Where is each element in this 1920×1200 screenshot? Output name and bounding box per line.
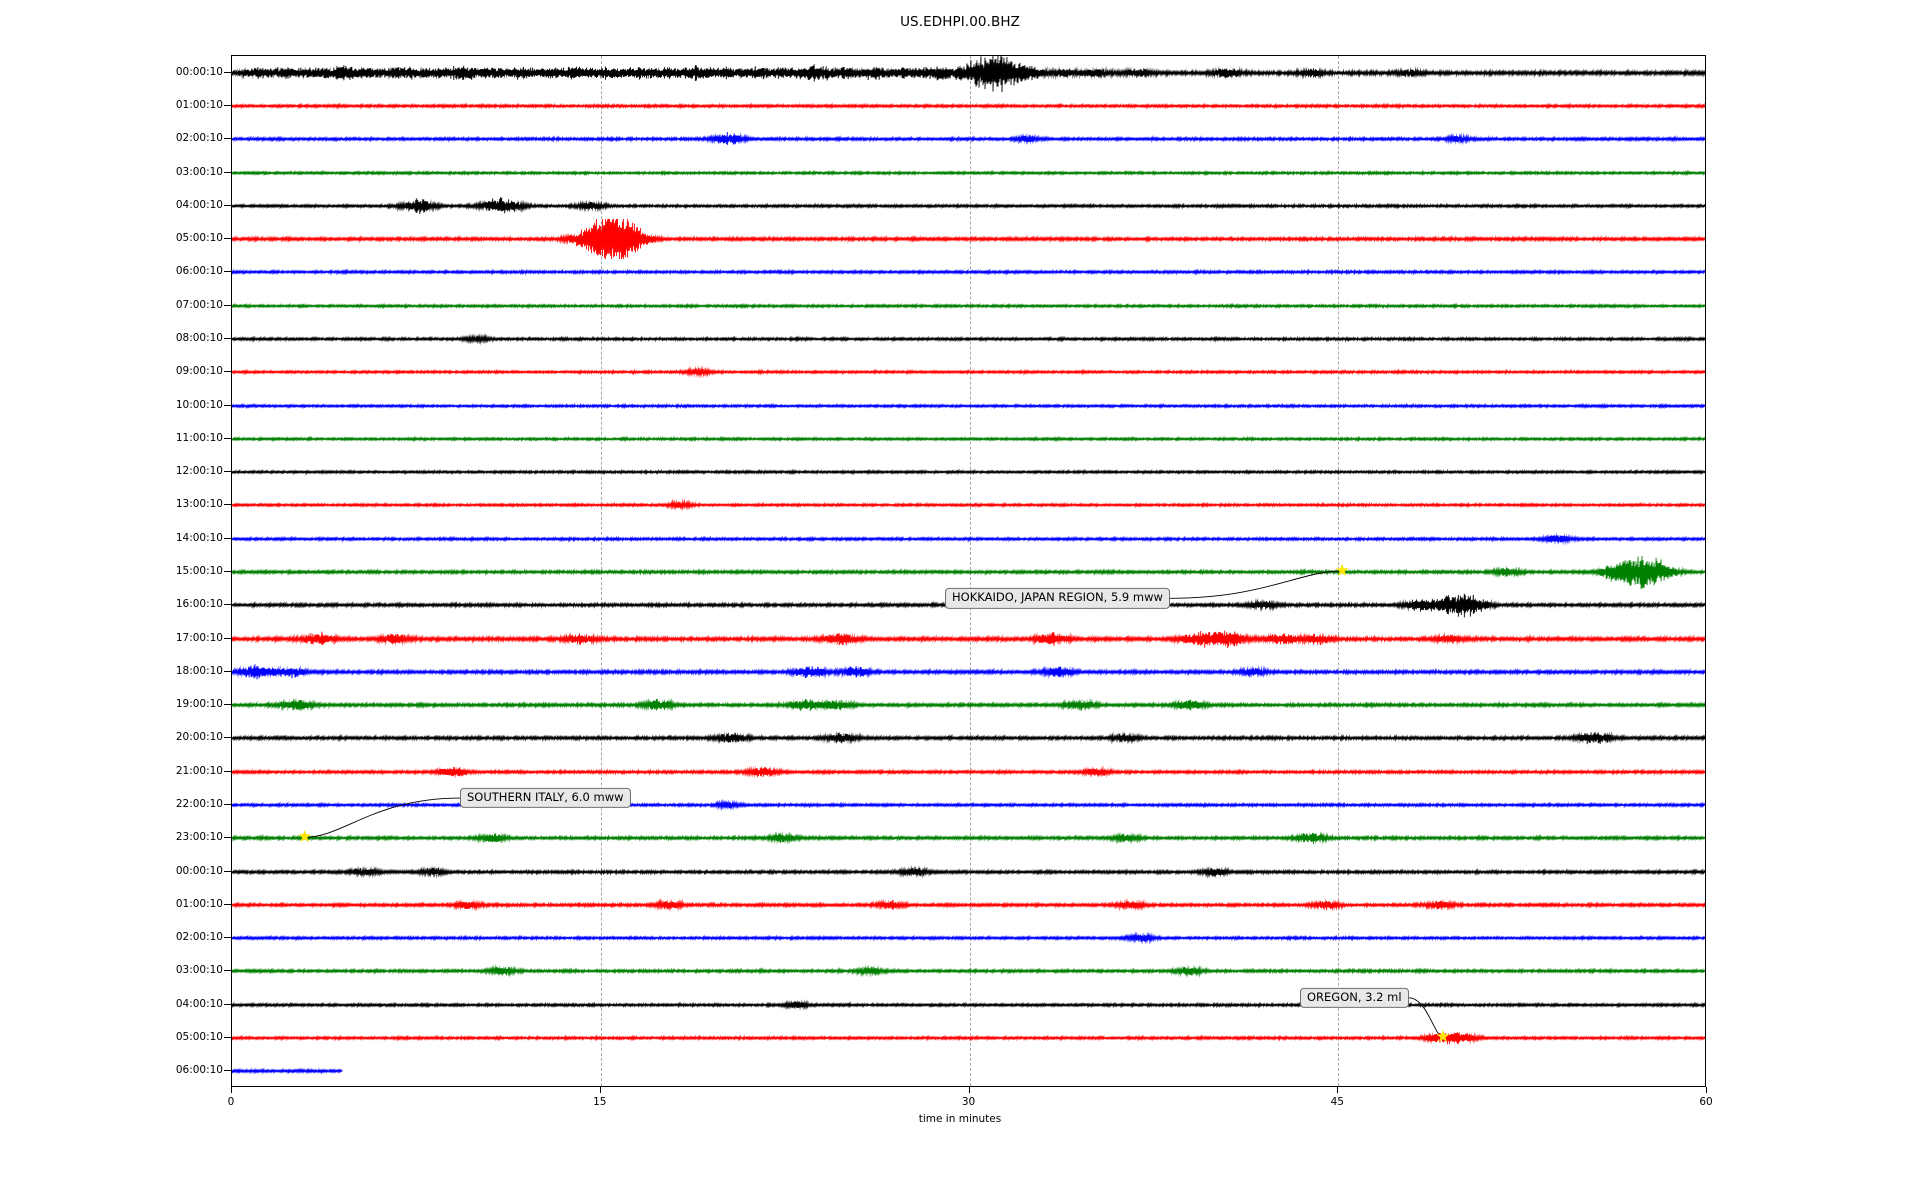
y-axis-tick-label: 03:00:10 [175, 165, 223, 178]
y-axis-tick-label: 07:00:10 [175, 298, 223, 311]
y-axis-tick-mark [224, 770, 231, 772]
y-axis-tick-mark [224, 371, 231, 373]
y-axis-tick-mark [224, 670, 231, 672]
y-axis-tick-mark [224, 537, 231, 539]
y-axis-tick-mark [224, 104, 231, 106]
y-axis-tick-mark [224, 970, 231, 972]
y-axis-tick-mark [224, 837, 231, 839]
y-axis-tick-label: 05:00:10 [175, 1031, 223, 1044]
y-axis-tick-mark [224, 604, 231, 606]
x-axis-title: time in minutes [918, 1113, 1002, 1125]
x-axis-tick-label: 0 [227, 1096, 235, 1108]
y-axis-tick-mark [224, 704, 231, 706]
y-axis-tick-mark [224, 1037, 231, 1039]
page-title: US.EDHPI.00.BHZ [900, 14, 1020, 30]
y-axis-tick-label: 16:00:10 [175, 598, 223, 611]
x-axis-tick-mark [599, 1087, 601, 1093]
y-axis-tick-label: 15:00:10 [175, 565, 223, 577]
y-axis-tick-label: 05:00:10 [175, 232, 223, 245]
y-axis-tick-label: 02:00:10 [175, 931, 223, 944]
y-axis-tick-mark [224, 238, 231, 240]
y-axis-tick-mark [224, 737, 231, 739]
y-axis-tick-label: 18:00:10 [175, 664, 223, 677]
y-axis-tick-label: 19:00:10 [175, 698, 223, 711]
y-axis-tick-label: 13:00:10 [175, 498, 223, 511]
trace-waveform [232, 1051, 1705, 1086]
y-axis-tick-mark [224, 304, 231, 306]
y-axis-tick-label: 12:00:10 [175, 465, 223, 478]
y-axis-tick-label: 02:00:10 [175, 132, 223, 145]
x-axis-tick-label: 15 [593, 1096, 607, 1108]
y-axis-tick-mark [224, 870, 231, 872]
event-annotation-label[interactable]: SOUTHERN ITALY, 6.0 mww [460, 787, 631, 809]
y-axis-tick-mark [224, 471, 231, 473]
y-axis-tick-label: 03:00:10 [175, 964, 223, 977]
x-axis-tick-label: 60 [1699, 1096, 1713, 1108]
y-axis-tick-label: 00:00:10 [175, 65, 223, 78]
event-annotation-label[interactable]: OREGON, 3.2 ml [1300, 987, 1409, 1008]
x-axis-tick-mark [1337, 1087, 1339, 1093]
y-axis-tick-label: 06:00:10 [175, 265, 223, 278]
y-axis-tick-mark [224, 1003, 231, 1005]
y-axis-tick-label: 00:00:10 [175, 864, 223, 877]
y-axis-tick-mark [224, 637, 231, 639]
y-axis-tick-label: 17:00:10 [175, 631, 223, 644]
y-axis-tick-label: 01:00:10 [175, 897, 223, 910]
y-axis-tick-mark [224, 404, 231, 406]
y-axis-tick-mark [224, 804, 231, 806]
event-annotation-label[interactable]: HOKKAIDO, JAPAN REGION, 5.9 mww [945, 588, 1170, 609]
y-axis-tick-label: 08:00:10 [175, 331, 223, 344]
y-axis-tick-mark [224, 204, 231, 206]
y-axis-tick-label: 04:00:10 [175, 997, 223, 1010]
y-axis-tick-label: 09:00:10 [175, 365, 223, 378]
y-axis-tick-label: 20:00:10 [175, 731, 223, 744]
y-axis-tick-label: 14:00:10 [175, 531, 223, 544]
y-axis-tick-mark [224, 138, 231, 140]
y-axis-tick-mark [224, 437, 231, 439]
y-axis-tick-label: 06:00:10 [175, 1064, 223, 1077]
y-axis-tick-label: 10:00:10 [175, 398, 223, 411]
y-axis-tick-label: 11:00:10 [175, 431, 223, 444]
y-axis-tick-mark [224, 937, 231, 939]
y-axis-tick-mark [224, 1070, 231, 1072]
y-axis-tick-mark [224, 171, 231, 173]
x-axis-tick-label: 45 [1330, 1096, 1344, 1108]
x-axis-tick-label: 30 [961, 1096, 976, 1108]
y-axis-tick-label: 22:00:10 [175, 798, 223, 811]
y-axis-tick-mark [224, 903, 231, 905]
x-axis-tick-mark [1706, 1087, 1707, 1093]
y-axis-tick-mark [224, 571, 231, 572]
y-axis-tick-label: 01:00:10 [175, 98, 223, 111]
y-axis-tick-label: 21:00:10 [175, 764, 223, 777]
y-axis-tick-mark [224, 504, 231, 506]
y-axis-tick-label: 04:00:10 [175, 198, 223, 211]
seismogram-plot-area[interactable] [231, 55, 1706, 1087]
y-axis-tick-mark [224, 337, 231, 339]
x-axis-tick-mark [231, 1087, 232, 1093]
x-axis-tick-mark [968, 1087, 970, 1093]
y-axis-tick-label: 23:00:10 [175, 831, 223, 844]
y-axis-tick-mark [224, 271, 231, 273]
y-axis-tick-mark [224, 71, 231, 73]
